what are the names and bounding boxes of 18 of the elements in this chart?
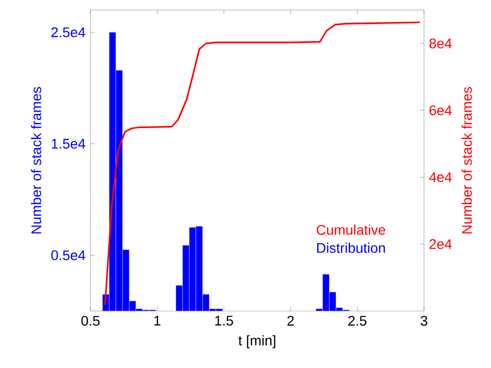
x-tick-label: 0.5 (81, 316, 100, 326)
x-tick-label: 2 (287, 316, 294, 326)
y-tick-label: 2.5e4 (51, 27, 86, 38)
y2-tick-label: 2e4 (430, 239, 452, 250)
series-label: Distribution (317, 242, 385, 253)
x-tick-label: 2.5 (348, 316, 366, 326)
x-tick-label: 1.5 (215, 316, 234, 326)
y2-axis-title: Number of stack frames (462, 87, 472, 234)
y-tick-label: 1.5e4 (52, 138, 86, 149)
y2-tick-label: 4e4 (429, 172, 452, 182)
y2-tick-label: 8e4 (429, 38, 452, 48)
x-tick-label: 1 (154, 316, 160, 326)
y-tick-label: 0.5e4 (51, 250, 86, 260)
x-tick-label: 3 (420, 316, 428, 326)
y2-tick-label: 6e4 (430, 105, 452, 116)
text: Cumulative (316, 224, 386, 235)
x-axis-title: t [min] (238, 335, 276, 348)
y-axis-title: Number of stack frames (31, 87, 42, 234)
